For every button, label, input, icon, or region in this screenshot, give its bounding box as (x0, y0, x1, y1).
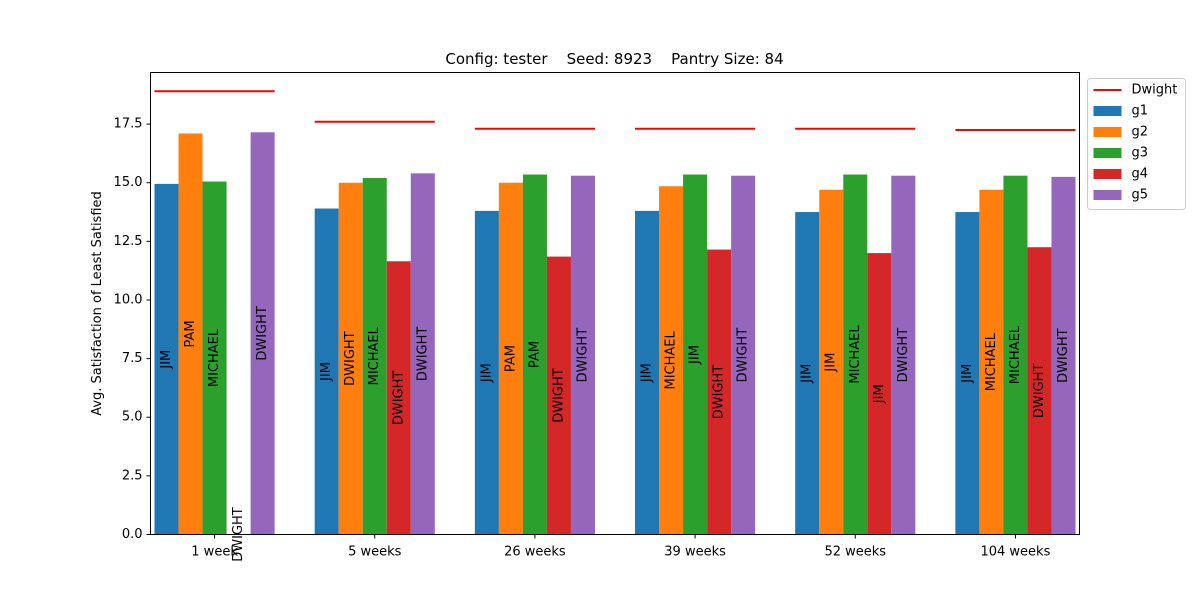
x-tick-label-5: 104 weeks (980, 545, 1050, 560)
bars-layer (154, 132, 1076, 535)
bar-labels-layer: JIM JIM JIM JIM JIM JIM PAM DWIGHT PAM MICHAEL JIM… (159, 306, 1071, 562)
reference-lines-layer (154, 90, 1076, 131)
bar-label-g1-0: JIM (159, 350, 174, 370)
y-tick-label-0: 0.0 (122, 527, 143, 542)
y-tick-label-1: 2.5 (122, 468, 143, 483)
bar-g4-2 (546, 256, 571, 535)
legend-label-g1: g1 (1132, 104, 1149, 119)
bar-g2-4 (819, 189, 844, 535)
bar-g4-5 (1027, 247, 1052, 535)
chart-title: Config: tester Seed: 8923 Pantry Size: 8… (445, 50, 783, 68)
bar-label-g1-3: JIM (640, 363, 655, 383)
bar-label-g1-1: JIM (319, 362, 334, 382)
bar-g1-1 (314, 208, 339, 535)
bar-label-g2-3: MICHAEL (664, 330, 679, 389)
bar-label-g5-2: DWIGHT (575, 328, 590, 383)
bar-label-g1-5: JIM (960, 364, 975, 384)
bar-label-g3-3: JIM (688, 345, 703, 365)
bar-label-g5-1: DWIGHT (415, 327, 430, 382)
bar-label-g5-5: DWIGHT (1056, 328, 1071, 383)
bar-label-g2-5: MICHAEL (984, 332, 999, 391)
bar-g1-0 (154, 183, 179, 535)
bar-g2-3 (659, 186, 684, 535)
bar-label-g5-4: DWIGHT (896, 328, 911, 383)
bar-g4-3 (707, 249, 732, 535)
bar-g2-0 (178, 133, 203, 535)
legend-label-g2: g2 (1132, 125, 1149, 140)
bar-label-g3-2: PAM (527, 341, 542, 368)
x-tick-label-1: 5 weeks (348, 545, 402, 560)
bar-label-g3-1: MICHAEL (367, 326, 382, 385)
bar-label-g5-0: DWIGHT (255, 306, 270, 361)
bar-label-g4-1: DWIGHT (391, 371, 406, 426)
bar-label-g4-3: DWIGHT (712, 365, 727, 420)
legend-label-g3: g3 (1132, 146, 1149, 161)
bar-g5-3 (731, 175, 756, 535)
bar-g1-2 (474, 210, 499, 535)
bar-g2-5 (979, 189, 1004, 535)
plot-frame (150, 72, 1080, 535)
y-tick-label-7: 17.5 (114, 117, 143, 132)
legend-swatch-g5 (1093, 190, 1122, 200)
bar-label-g4-5: DWIGHT (1032, 364, 1047, 419)
bar-label-g2-2: PAM (503, 345, 518, 372)
bar-g5-2 (570, 175, 595, 535)
bar-g2-2 (498, 182, 523, 535)
y-tick-label-5: 12.5 (114, 234, 143, 249)
legend-label-Dwight: Dwight (1132, 83, 1178, 98)
y-tick-label-6: 15.0 (114, 175, 143, 190)
legend-label-g4: g4 (1132, 167, 1149, 182)
bar-label-g3-4: MICHAEL (848, 325, 863, 384)
x-tick-label-0: 1 week (191, 545, 238, 560)
bar-label-g1-4: JIM (800, 364, 815, 384)
bar-g3-2 (522, 174, 547, 535)
legend: Dwight g1 g2 g3 g4 g5 (1087, 78, 1186, 210)
x-tick-label-4: 52 weeks (824, 545, 886, 560)
x-tick-label-2: 26 weeks (504, 545, 566, 560)
bar-g5-4 (891, 175, 916, 535)
bar-label-g2-4: JIM (824, 353, 839, 373)
bar-g5-0 (250, 132, 275, 535)
legend-label-g5: g5 (1132, 188, 1149, 203)
y-axis-label: Avg. Satisfaction of Least Satisfied (90, 191, 105, 416)
bar-g1-3 (635, 210, 660, 535)
bar-label-g2-0: PAM (183, 320, 198, 347)
bar-label-g2-1: DWIGHT (343, 331, 358, 386)
bar-g4-4 (867, 253, 892, 535)
bar-label-g3-0: MICHAEL (207, 328, 222, 387)
bar-g4-1 (386, 261, 411, 535)
bar-label-g4-2: DWIGHT (551, 368, 566, 423)
legend-swatch-g4 (1093, 169, 1122, 179)
bar-g3-0 (202, 181, 227, 535)
bar-g3-3 (683, 174, 708, 535)
bar-label-g4-4: JIM (872, 384, 887, 404)
bar-g2-1 (338, 182, 363, 535)
bar-g5-1 (410, 173, 435, 535)
bar-label-g1-2: JIM (479, 363, 494, 383)
x-tick-label-3: 39 weeks (664, 545, 726, 560)
legend-swatch-g1 (1093, 106, 1122, 116)
y-tick-label-3: 7.5 (122, 351, 143, 366)
y-tick-label-4: 10.0 (114, 292, 143, 307)
bar-g3-5 (1003, 175, 1028, 535)
bar-g3-4 (843, 174, 868, 535)
axes-layer: 0.0 2.5 5.0 7.5 10.0 12.5 15.0 17.5 1 week 5 week… (114, 117, 1051, 560)
y-tick-label-2: 5.0 (122, 410, 143, 425)
bar-label-g3-5: MICHAEL (1008, 325, 1023, 384)
bar-label-g5-3: DWIGHT (736, 328, 751, 383)
bar-g1-4 (795, 212, 820, 535)
bar-g3-1 (362, 178, 387, 535)
legend-swatch-g3 (1093, 148, 1122, 158)
bar-g5-5 (1051, 176, 1076, 535)
legend-swatch-g2 (1093, 127, 1122, 137)
bar-g1-5 (955, 212, 980, 535)
